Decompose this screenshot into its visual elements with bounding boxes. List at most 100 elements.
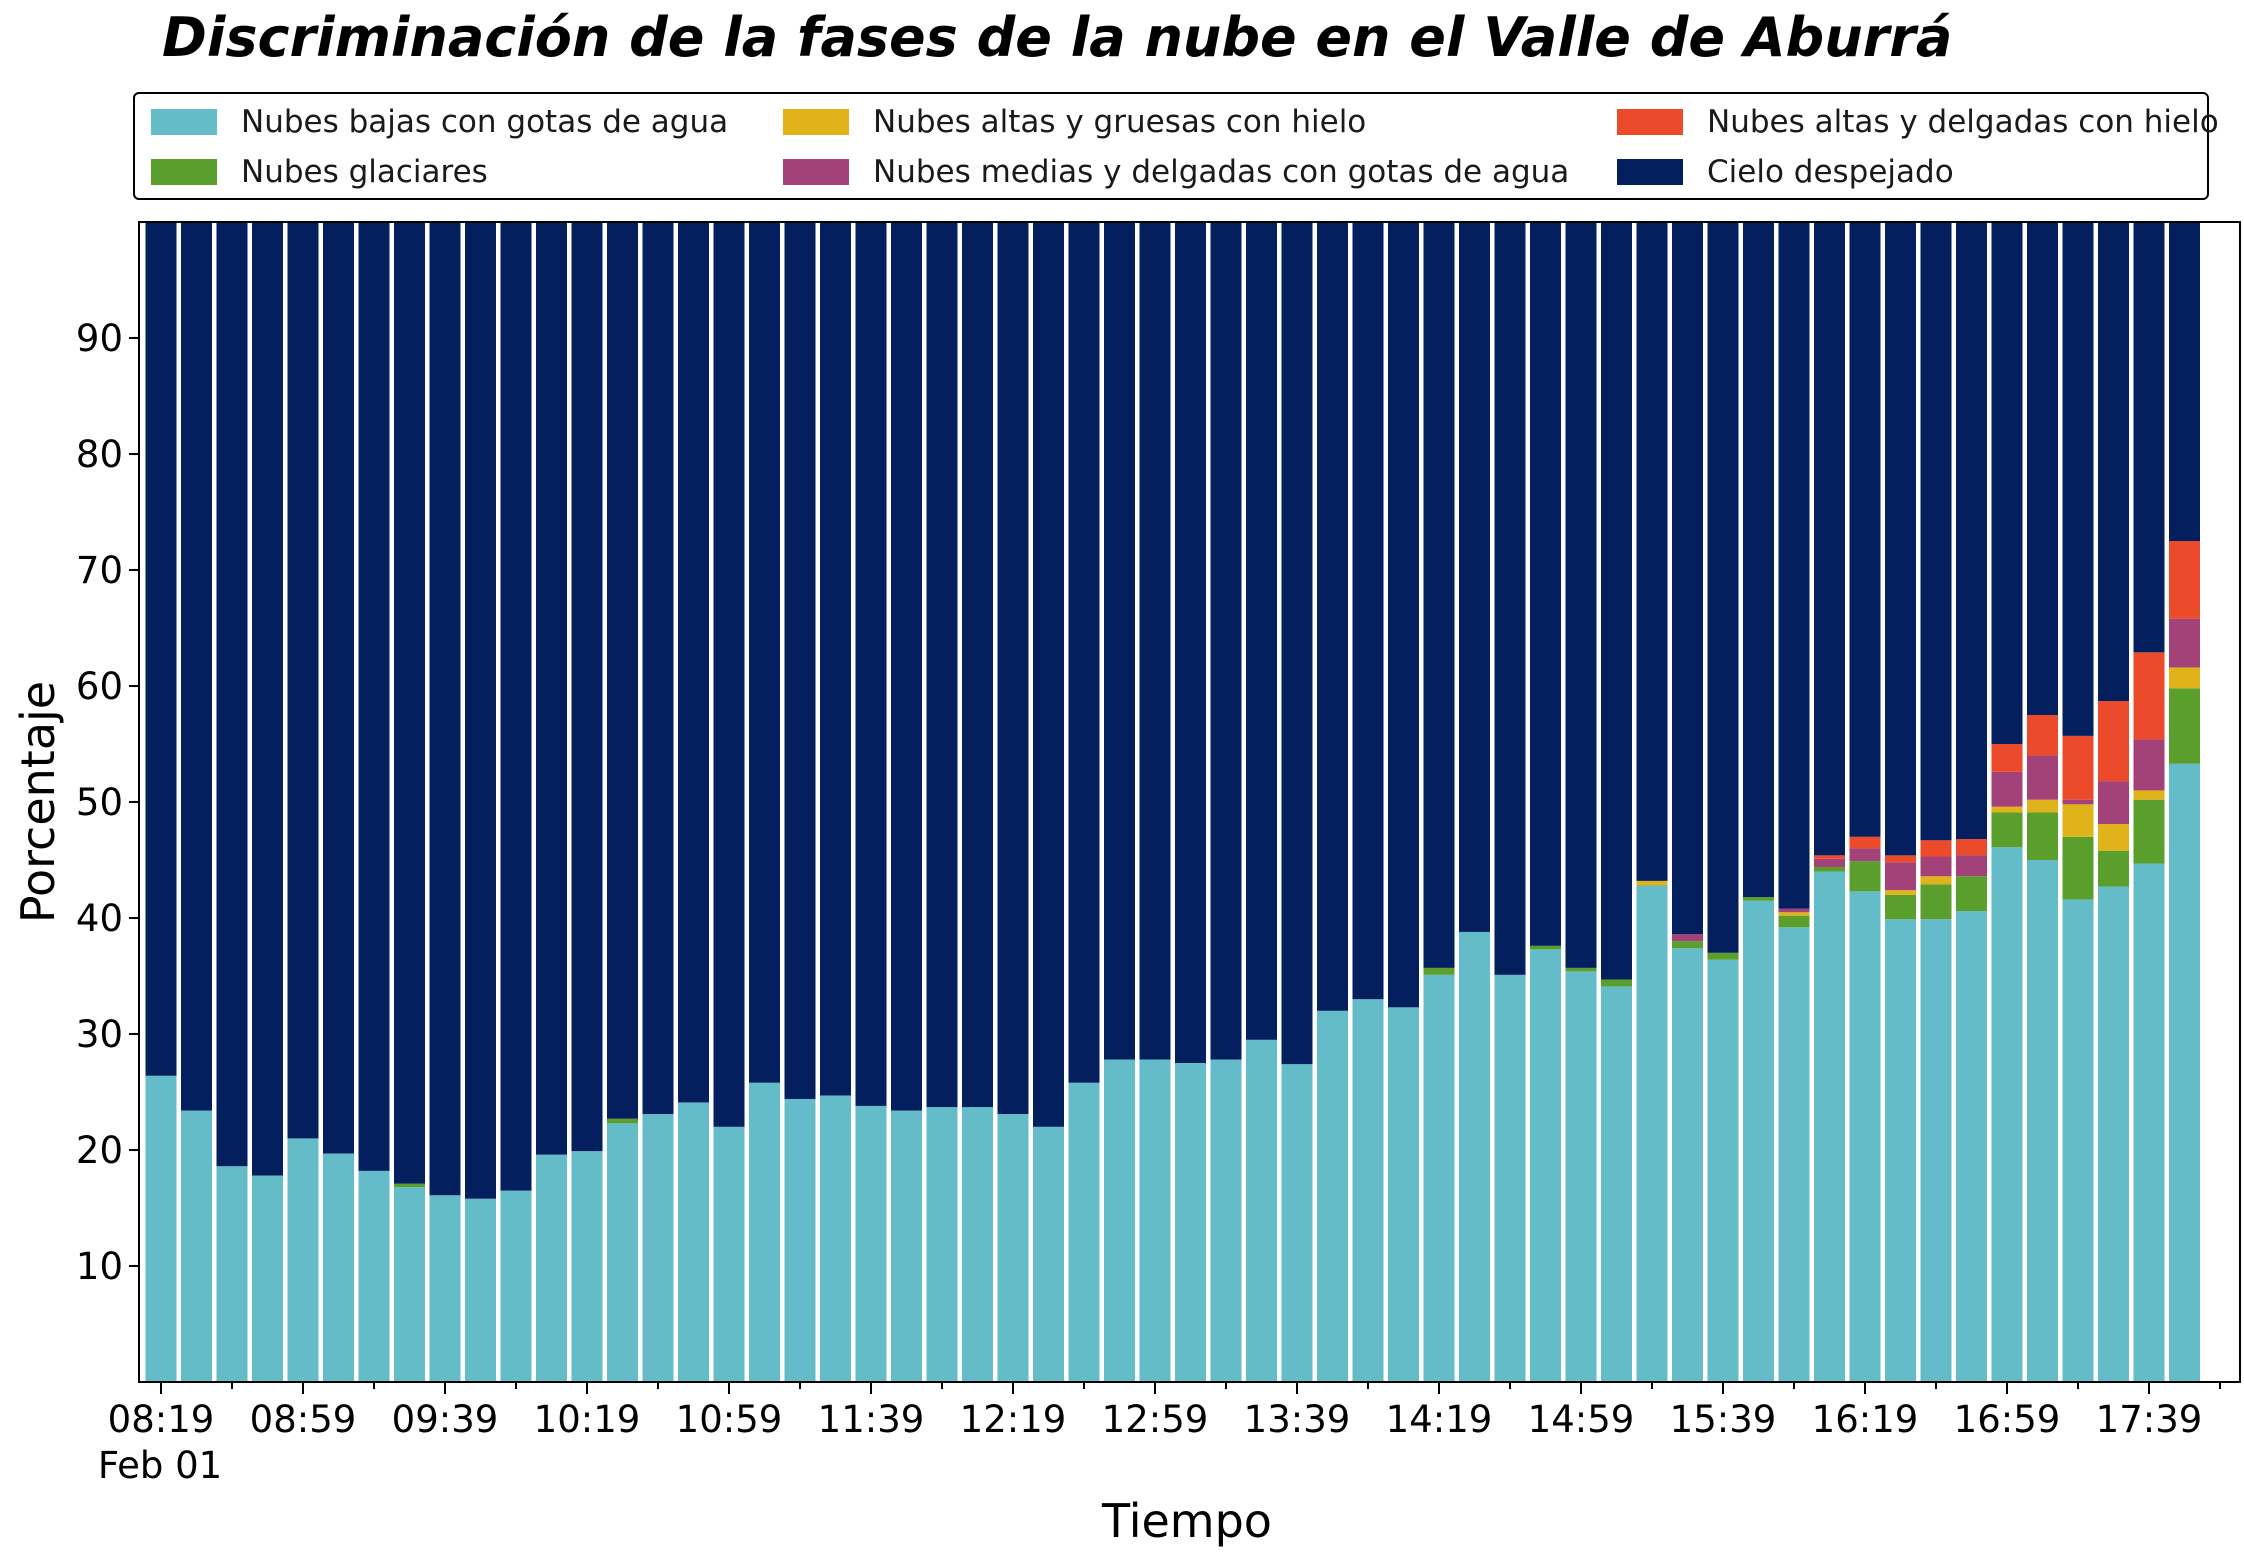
bar-segment (252, 222, 283, 1176)
bar-segment (2027, 715, 2058, 756)
bar-segment (1033, 1126, 1064, 1382)
bar-segment (997, 1114, 1029, 1382)
x-tick-label: 10:19 (534, 1398, 641, 1441)
bar-segment (926, 1107, 958, 1382)
x-tick-label: 12:59 (1102, 1398, 1209, 1441)
bar-segment (1636, 222, 1668, 881)
bar-segment (1246, 222, 1277, 1040)
bar-segment (216, 222, 248, 1167)
legend-label-nubes-bajas: Nubes bajas con gotas de agua (241, 104, 729, 140)
x-tick-label: 13:39 (1244, 1398, 1351, 1441)
bar-segment (1636, 880, 1668, 886)
bar-segment (2062, 836, 2094, 900)
bar-segment (1423, 974, 1455, 1382)
bar-segment (1672, 934, 1703, 942)
bar-segment (1494, 974, 1526, 1382)
bar-segment (2098, 824, 2129, 851)
bar-segment (181, 222, 212, 1111)
bar-segment (1849, 848, 1881, 862)
y-axis: 10 20 30 40 50 60 70 80 90 (76, 317, 139, 1288)
bar-segment (1317, 222, 1348, 1011)
x-axis-label: Tiempo (1101, 1494, 1272, 1548)
bar-segment (394, 1187, 425, 1382)
legend-label-nubes-altas-delgadas: Nubes altas y delgadas con hielo (1707, 104, 2219, 140)
x-axis: 08:19 08:59 09:39 10:19 10:59 11:39 12:19 12:59… (108, 1382, 2221, 1441)
bar-segment (1991, 812, 2023, 848)
bar-segment (1530, 949, 1561, 1382)
legend-label-cielo-despejado: Cielo despejado (1707, 154, 1954, 190)
bar-segment (394, 222, 425, 1184)
bar-segment (642, 1114, 674, 1382)
bar-segment (1956, 222, 1987, 840)
bar-segment (323, 222, 354, 1154)
bar-segment (997, 222, 1029, 1115)
y-tick-label: 80 (76, 433, 123, 476)
bar-segment (1920, 840, 1952, 857)
bar-segment (1175, 222, 1206, 1063)
bar-segment (2098, 886, 2129, 1382)
bar-segment (1991, 222, 2023, 744)
legend-swatch-nubes-glaciares (151, 159, 217, 185)
bar-segment (536, 1154, 567, 1382)
x-tick-label: 14:59 (1528, 1398, 1635, 1441)
bar-segment (1920, 222, 1952, 841)
legend-item-nubes-medias: Nubes medias y delgadas con gotas de agu… (783, 152, 1569, 192)
bar-segment (1778, 927, 1810, 1382)
bar-segment (358, 222, 390, 1171)
bar-segment (1991, 744, 2023, 772)
bar-segment (571, 1151, 603, 1382)
y-axis-label: Porcentaje (11, 681, 65, 923)
bar-segment (1068, 1082, 1100, 1382)
x-tick-label: 08:19 (108, 1398, 215, 1441)
x-tick-label: 16:59 (1954, 1398, 2061, 1441)
bar-segment (536, 222, 567, 1155)
bar-segment (2169, 541, 2200, 619)
bar-segment (1494, 222, 1526, 975)
bar-segment (2062, 222, 2094, 736)
bar-segment (749, 222, 780, 1083)
bar-segment (2027, 755, 2058, 800)
bar-segment (2027, 812, 2058, 860)
bar-segment (287, 222, 319, 1139)
bar-segment (1388, 222, 1419, 1008)
chart-title: Discriminación de la fases de la nube en… (162, 6, 1953, 69)
bar-segment (429, 1195, 461, 1382)
legend-item-nubes-altas-gruesas: Nubes altas y gruesas con hielo (783, 102, 1366, 142)
bar-segment (1530, 222, 1561, 946)
bar-segment (1956, 855, 1987, 877)
bar-segment (252, 1175, 283, 1382)
x-tick-label: 17:39 (2096, 1398, 2203, 1441)
bar-segment (1991, 806, 2023, 813)
bar-segment (2062, 735, 2094, 800)
bar-segment (1423, 967, 1455, 975)
bar-segment (1956, 911, 1987, 1382)
bar-segment (1672, 948, 1703, 1382)
bar-segment (1920, 884, 1952, 920)
bar-segment (1601, 979, 1632, 987)
bar-segment (855, 222, 887, 1106)
bar-segment (1601, 222, 1632, 980)
bar-segment (1139, 1059, 1171, 1382)
bar-segment (323, 1153, 354, 1382)
legend-label-nubes-glaciares: Nubes glaciares (241, 154, 488, 190)
bar-segment (1175, 1063, 1206, 1382)
bar-segment (1707, 222, 1739, 953)
bar-segment (1956, 876, 1987, 912)
x-tick-label: 10:59 (676, 1398, 783, 1441)
bar-segment (2133, 790, 2165, 800)
bar-segment (1388, 1007, 1419, 1382)
bar-segment (1423, 222, 1455, 968)
bar-segment (1849, 891, 1881, 1382)
bar-segment (713, 222, 745, 1127)
x-tick-label: 16:19 (1812, 1398, 1919, 1441)
bar-segment (1849, 836, 1881, 849)
bar-segment (1104, 222, 1135, 1060)
bar-segment (145, 222, 177, 1076)
bar-segment (1814, 871, 1845, 1382)
bar-segment (2133, 652, 2165, 740)
x-tick-label: 09:39 (392, 1398, 499, 1441)
bar-segment (1246, 1039, 1277, 1382)
bar-segment (607, 1123, 638, 1382)
legend-item-nubes-bajas: Nubes bajas con gotas de agua (151, 102, 728, 142)
x-tick-sublabel: Feb 01 (98, 1444, 222, 1487)
